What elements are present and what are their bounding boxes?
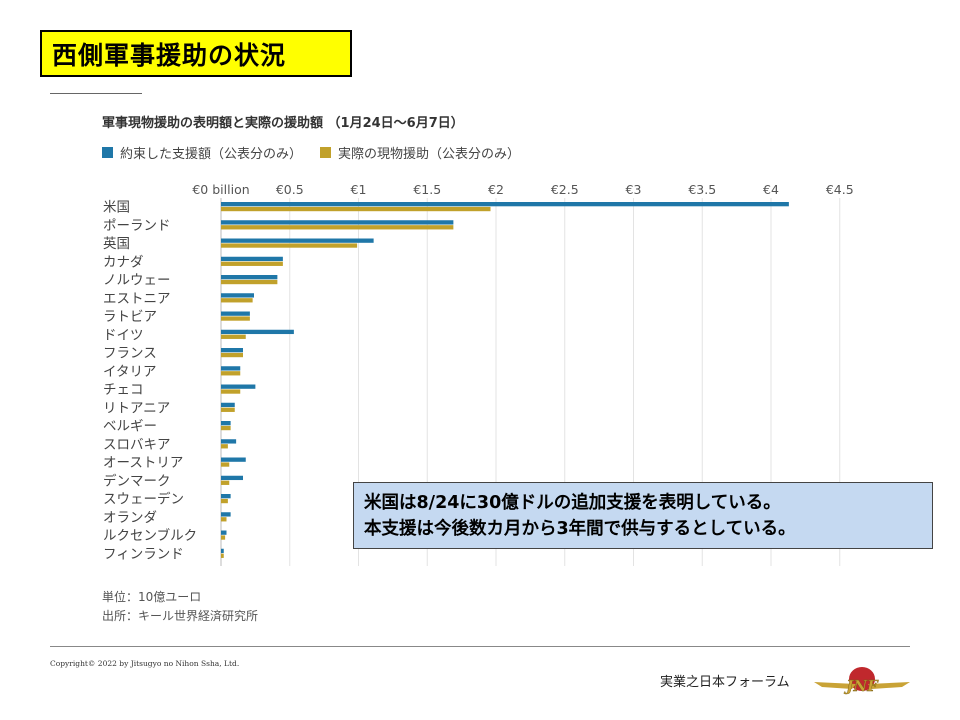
category-label: カナダ — [103, 254, 144, 270]
source-note: 出所：キール世界経済研究所 — [102, 609, 259, 623]
legend-label-pledged: 約束した支援額（公表分のみ） — [120, 147, 303, 162]
category-label: エストニア — [103, 291, 171, 307]
bar-pledged — [221, 256, 283, 262]
category-label: リトアニア — [103, 400, 170, 416]
x-tick-label: €0 billion — [192, 182, 249, 197]
title-underline — [50, 93, 142, 94]
bar-delivered — [221, 243, 358, 248]
x-tick-label: €4.5 — [826, 182, 854, 197]
x-tick-label: €2.5 — [551, 182, 579, 197]
bar-pledged — [221, 220, 454, 225]
legend-label-delivered: 実際の現物援助（公表分のみ） — [338, 147, 521, 162]
bar-pledged — [221, 402, 235, 408]
bar-delivered — [221, 407, 235, 412]
chart-title: 軍事現物援助の表明額と実際の援助額 （1月24日～6月7日） — [102, 116, 464, 131]
category-label: ベルギー — [103, 419, 157, 435]
bar-pledged — [221, 475, 243, 481]
bar-delivered — [221, 298, 253, 303]
bar-pledged — [221, 439, 237, 444]
callout-line-1: 米国は8/24に30億ドルの追加支援を表明している。 — [364, 493, 781, 513]
category-label: スロバキア — [103, 437, 171, 453]
legend-swatch-pledged — [102, 147, 113, 158]
logo-sun — [849, 667, 875, 691]
logo-wing-left — [814, 682, 856, 689]
category-label: 英国 — [103, 235, 130, 252]
bar-delivered — [221, 425, 231, 431]
bar-pledged — [221, 238, 374, 243]
bar-delivered — [221, 553, 224, 558]
x-tick-label: €3 — [626, 182, 642, 197]
bar-pledged — [221, 384, 256, 389]
x-tick-label: €3.5 — [688, 182, 716, 197]
category-label: ノルウェー — [103, 273, 171, 289]
x-tick-label: €4 — [763, 182, 779, 197]
bar-pledged — [221, 457, 246, 462]
bar-pledged — [221, 512, 231, 517]
copyright-text: Copyright© 2022 by Jitsugyo no Nihon Ssh… — [50, 659, 240, 668]
x-tick-label: €2 — [488, 182, 504, 197]
bar-delivered — [221, 352, 243, 358]
slide-title: 西側軍事援助の状況 — [40, 30, 352, 77]
bar-pledged — [221, 530, 227, 535]
category-label: フランス — [103, 346, 157, 362]
callout-line-2: 本支援は今後数カ月から3年間で供与するとしている。 — [364, 519, 796, 539]
bar-delivered — [221, 389, 241, 394]
bar-pledged — [221, 494, 231, 499]
logo-wing-right — [868, 682, 910, 689]
bar-pledged — [221, 329, 294, 335]
bar-pledged — [221, 202, 789, 207]
category-label: 米国 — [103, 200, 130, 216]
bar-delivered — [221, 462, 230, 467]
unit-note: 単位：10億ユーロ — [102, 590, 202, 604]
category-label: オーストリア — [103, 455, 183, 471]
category-label: ルクセンブルク — [103, 527, 197, 544]
legend-item-pledged: 約束した支援額（公表分のみ） — [102, 143, 302, 162]
callout-box: 米国は8/24に30億ドルの追加支援を表明している。 本支援は今後数カ月から3年… — [353, 482, 933, 549]
logo-lettering: JNF — [843, 677, 879, 695]
bar-delivered — [221, 206, 491, 212]
category-label: フィンランド — [103, 546, 184, 562]
bar-pledged — [221, 366, 241, 371]
bar-pledged — [221, 421, 231, 426]
organization-name: 実業之日本フォーラム — [660, 675, 790, 690]
category-label: スウェーデン — [103, 491, 184, 508]
bar-delivered — [221, 498, 228, 504]
bar-delivered — [221, 371, 241, 376]
footer-divider — [50, 646, 910, 647]
category-label: ドイツ — [103, 327, 144, 343]
bar-delivered — [221, 535, 226, 540]
bar-delivered — [221, 316, 250, 321]
legend-swatch-delivered — [320, 147, 332, 158]
x-tick-label: €1.5 — [413, 182, 441, 197]
bar-delivered — [221, 261, 283, 266]
bar-delivered — [221, 334, 246, 339]
chart-legend: 約束した支援額（公表分のみ） 実際の現物援助（公表分のみ） — [102, 143, 538, 162]
bar-pledged — [221, 548, 224, 554]
x-tick-label: €0.5 — [276, 182, 304, 197]
bar-delivered — [221, 225, 454, 230]
category-label: ポーランド — [103, 218, 171, 234]
bar-pledged — [221, 348, 243, 353]
bar-delivered — [221, 480, 230, 485]
bar-delivered — [221, 279, 278, 285]
category-label: チェコ — [103, 382, 144, 398]
category-label: ラトビア — [103, 309, 157, 325]
category-label: デンマーク — [103, 472, 171, 489]
bar-pledged — [221, 311, 250, 316]
category-label: イタリア — [103, 364, 156, 380]
jnf-logo: JNF — [814, 667, 910, 695]
bar-pledged — [221, 293, 254, 298]
bar-delivered — [221, 444, 228, 449]
category-label: オランダ — [103, 510, 157, 526]
legend-item-delivered: 実際の現物援助（公表分のみ） — [320, 143, 520, 162]
bar-delivered — [221, 517, 227, 522]
bar-pledged — [221, 275, 278, 280]
x-tick-label: €1 — [351, 182, 367, 197]
